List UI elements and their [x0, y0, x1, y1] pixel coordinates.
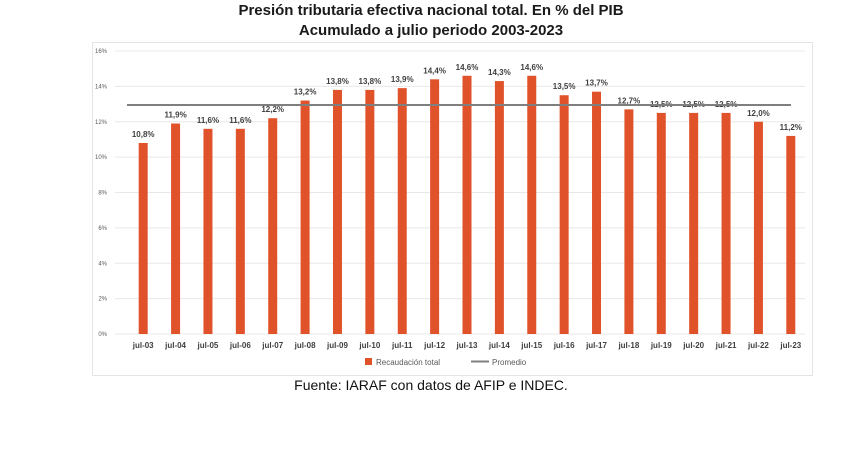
bar	[332, 89, 342, 334]
bar	[559, 95, 569, 334]
y-tick-label: 2%	[98, 297, 107, 303]
y-tick-label: 14%	[95, 84, 108, 90]
x-tick-label: jul-05	[196, 341, 218, 350]
x-tick-label: jul-03	[132, 341, 154, 350]
x-tick-label: jul-13	[456, 341, 478, 350]
x-tick-label: jul-19	[650, 341, 672, 350]
x-tick-label: jul-07	[261, 341, 283, 350]
x-tick-label: jul-04	[164, 341, 186, 350]
y-tick-label: 6%	[98, 226, 107, 232]
data-label: 14,4%	[423, 66, 446, 75]
y-tick-label: 16%	[95, 49, 108, 55]
bar	[721, 112, 731, 334]
x-tick-label: jul-12	[423, 341, 445, 350]
bar	[753, 121, 763, 334]
x-tick-label: jul-17	[585, 341, 607, 350]
y-tick-label: 0%	[98, 332, 107, 338]
data-label: 14,6%	[456, 63, 479, 72]
data-label: 13,8%	[359, 77, 382, 86]
data-label: 11,2%	[780, 123, 802, 132]
bar	[138, 142, 148, 334]
bar	[592, 91, 602, 335]
data-label: 11,9%	[164, 111, 186, 120]
y-tick-label: 10%	[95, 155, 108, 161]
legend-label-recaudacion: Recaudación total	[376, 358, 440, 367]
chart-title-line2: Acumulado a julio periodo 2003-2023	[298, 22, 564, 39]
data-label: 12,0%	[747, 109, 770, 118]
x-tick-label: jul-11	[391, 341, 413, 350]
bar	[462, 75, 472, 334]
x-tick-label: jul-16	[553, 341, 575, 350]
bar	[235, 128, 245, 334]
bar	[689, 112, 699, 334]
data-label: 10,8%	[132, 130, 155, 139]
legend-swatch-recaudacion	[365, 358, 372, 365]
data-label: 13,7%	[585, 79, 608, 88]
y-tick-label: 4%	[98, 261, 107, 267]
bar	[430, 79, 440, 334]
data-label: 13,8%	[326, 77, 349, 86]
data-label: 14,6%	[520, 63, 543, 72]
bar	[397, 88, 407, 334]
chart-title-line1: Presión tributaria efectiva nacional tot…	[238, 2, 624, 19]
data-label: 13,2%	[294, 88, 317, 97]
chart-frame: 0% 2% 4% 6% 8% 10% 12% 14% 16% 10,8% jul-03 11,9% ju…	[92, 42, 813, 376]
data-label: 11,6%	[197, 116, 219, 125]
data-label: 12,7%	[618, 96, 641, 105]
bar	[203, 128, 213, 334]
x-tick-label: jul-09	[326, 341, 348, 350]
data-label: 13,9%	[391, 75, 414, 84]
bar	[527, 75, 537, 334]
x-tick-label: jul-06	[229, 341, 251, 350]
bar	[494, 81, 504, 334]
x-tick-label: jul-18	[617, 341, 639, 350]
bar	[300, 100, 310, 335]
x-tick-label: jul-23	[779, 341, 801, 350]
data-label: 14,3%	[488, 68, 511, 77]
x-tick-label: jul-22	[747, 341, 769, 350]
bar	[365, 89, 375, 334]
bar	[624, 109, 634, 335]
bar	[171, 123, 181, 334]
x-tick-label: jul-15	[520, 341, 542, 350]
x-tick-label: jul-08	[294, 341, 316, 350]
bar	[656, 112, 666, 334]
x-tick-label: jul-21	[715, 341, 737, 350]
y-tick-label: 8%	[98, 191, 107, 197]
bar-chart: 0% 2% 4% 6% 8% 10% 12% 14% 16% 10,8% jul-03 11,9% ju…	[95, 49, 805, 367]
x-tick-label: jul-14	[488, 341, 510, 350]
data-label: 12,2%	[261, 105, 284, 114]
bar	[786, 135, 796, 334]
y-tick-label: 12%	[95, 120, 108, 126]
x-tick-label: jul-10	[358, 341, 380, 350]
bar	[268, 118, 278, 335]
data-label: 11,6%	[229, 116, 251, 125]
source-note: Fuente: IARAF con datos de AFIP e INDEC.	[294, 377, 568, 393]
x-tick-label: jul-20	[682, 341, 704, 350]
data-label: 13,5%	[553, 82, 576, 91]
legend-label-promedio: Promedio	[492, 358, 527, 367]
